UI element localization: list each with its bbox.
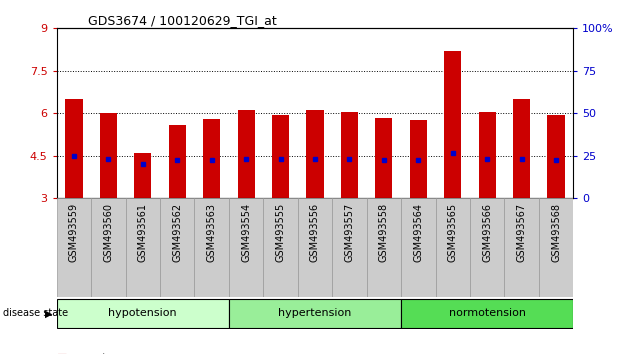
Text: GSM493557: GSM493557	[345, 203, 355, 262]
Bar	[505, 198, 539, 297]
Bar	[539, 198, 573, 297]
Bar	[513, 99, 530, 198]
Bar	[57, 198, 91, 297]
Bar	[195, 198, 229, 297]
Text: GSM493566: GSM493566	[482, 203, 492, 262]
Bar	[401, 198, 435, 297]
Bar	[332, 198, 367, 297]
Bar	[100, 113, 117, 198]
Bar	[298, 198, 332, 297]
Text: GSM493560: GSM493560	[103, 203, 113, 262]
Text: GSM493565: GSM493565	[448, 203, 458, 262]
Bar	[367, 198, 401, 297]
Bar	[203, 119, 220, 198]
Text: disease state: disease state	[3, 308, 68, 318]
Bar	[444, 51, 461, 198]
Bar	[341, 112, 358, 198]
Bar	[229, 299, 401, 328]
Bar	[435, 198, 470, 297]
Bar	[306, 110, 324, 198]
Text: GSM493564: GSM493564	[413, 203, 423, 262]
Bar	[91, 198, 125, 297]
Bar	[272, 115, 289, 198]
Text: ▶: ▶	[45, 308, 53, 318]
Text: GSM493567: GSM493567	[517, 203, 527, 262]
Bar	[410, 120, 427, 198]
Text: GSM493568: GSM493568	[551, 203, 561, 262]
Text: ■: ■	[57, 353, 67, 354]
Bar	[375, 118, 392, 198]
Bar	[547, 115, 564, 198]
Text: hypotension: hypotension	[108, 308, 177, 318]
Text: GDS3674 / 100120629_TGI_at: GDS3674 / 100120629_TGI_at	[88, 13, 277, 27]
Bar	[57, 299, 229, 328]
Text: GSM493556: GSM493556	[310, 203, 320, 262]
Bar	[479, 112, 496, 198]
Bar	[134, 153, 151, 198]
Bar	[238, 110, 255, 198]
Bar	[263, 198, 298, 297]
Text: GSM493559: GSM493559	[69, 203, 79, 262]
Text: count: count	[76, 353, 107, 354]
Bar	[160, 198, 195, 297]
Text: GSM493563: GSM493563	[207, 203, 217, 262]
Text: GSM493561: GSM493561	[138, 203, 148, 262]
Bar	[66, 99, 83, 198]
Bar	[169, 125, 186, 198]
Text: hypertension: hypertension	[278, 308, 352, 318]
Bar	[470, 198, 505, 297]
Bar	[401, 299, 573, 328]
Bar	[125, 198, 160, 297]
Text: GSM493558: GSM493558	[379, 203, 389, 262]
Text: normotension: normotension	[449, 308, 525, 318]
Text: GSM493562: GSM493562	[172, 203, 182, 262]
Text: GSM493554: GSM493554	[241, 203, 251, 262]
Text: GSM493555: GSM493555	[275, 203, 285, 262]
Bar	[229, 198, 263, 297]
